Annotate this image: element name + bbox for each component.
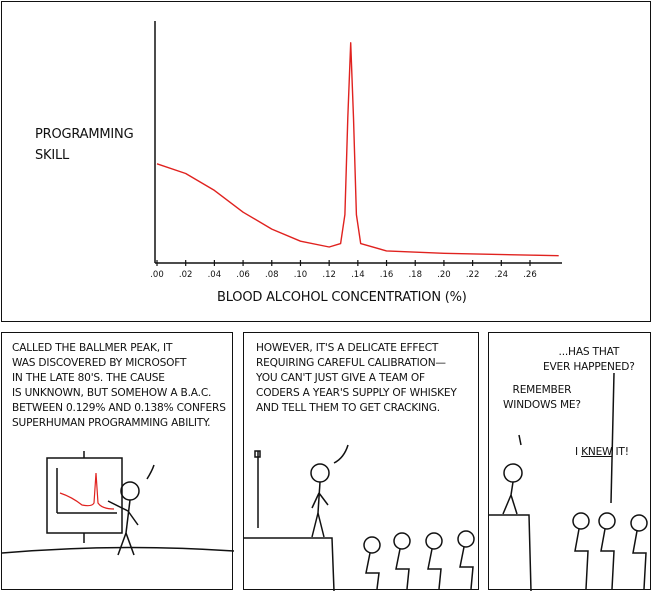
chart-panel: .00 .02 .04 .06 .08 .10 .12 .14 .16 .18 .20 .22 .24.… <box>1 1 651 322</box>
x-tick-label: .26 <box>523 270 537 280</box>
panel-3-speech-2: REMEMBER WINDOWS ME? <box>503 384 581 411</box>
x-tick-label: .22 <box>466 270 480 280</box>
x-tick-label: .02 <box>179 270 193 280</box>
speech-text: IT! <box>612 446 629 458</box>
speaker-and-audience-drawing <box>489 372 648 591</box>
panel-3-speech-3: I KNEW IT! <box>575 445 629 460</box>
speech-emphasis: KNEW <box>581 446 613 458</box>
x-tick-label: .14 <box>351 270 365 280</box>
x-tick-label: .12 <box>322 270 336 280</box>
comic-panel-2: HOWEVER, IT'S A DELICATE EFFECT REQUIRIN… <box>243 332 479 591</box>
panel-2-caption: HOWEVER, IT'S A DELICATE EFFECT REQUIRIN… <box>256 342 457 414</box>
x-tick-label: .00 <box>150 270 164 280</box>
x-tick-label: .20 <box>437 270 451 280</box>
presenter-with-chart-drawing <box>2 451 234 556</box>
panel-3-speech-1: ...HAS THAT EVER HAPPENED? <box>543 346 635 373</box>
x-tick-label: .18 <box>408 270 422 280</box>
x-tick-label: .16 <box>380 270 394 280</box>
x-tick-label: .10 <box>294 270 308 280</box>
y-axis-label: PROGRAMMING SKILL <box>35 127 134 163</box>
speaker-and-audience-drawing <box>244 444 475 591</box>
ballmer-peak-chart: .00 .02 .04 .06 .08 .10 .12 .14 .16 .18 .20 .22 .24.… <box>150 21 562 280</box>
skill-curve <box>156 42 559 257</box>
comic-panel-3: ...HAS THAT EVER HAPPENED? REMEMBER WIND… <box>488 332 651 591</box>
panel-1-caption: CALLED THE BALLMER PEAK, IT WAS DISCOVER… <box>12 342 226 429</box>
x-tick-label: .24 <box>495 270 509 280</box>
x-tick-label: .04 <box>208 270 222 280</box>
speech-text: I <box>575 446 582 458</box>
x-axis-label: BLOOD ALCOHOL CONCENTRATION (%) <box>217 290 467 305</box>
comic-panel-1: CALLED THE BALLMER PEAK, IT WAS DISCOVER… <box>1 332 234 590</box>
x-tick-label: .08 <box>265 270 279 280</box>
x-tick-label: .06 <box>236 270 250 280</box>
